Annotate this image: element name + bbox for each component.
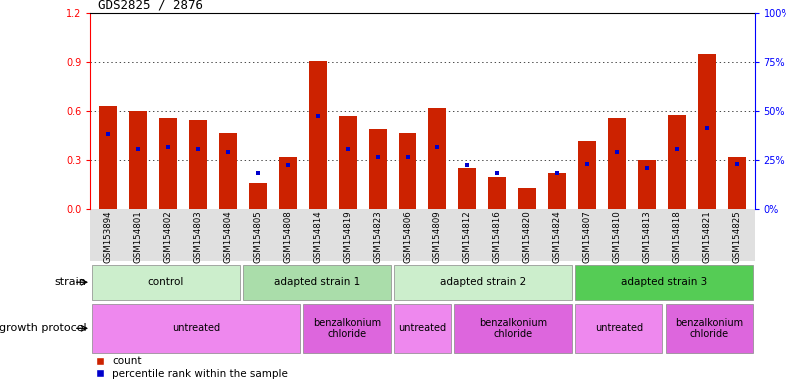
Bar (518, 188, 536, 209)
Text: benzalkonium
chloride: benzalkonium chloride (675, 318, 744, 339)
Bar (129, 111, 147, 209)
Legend: count, percentile rank within the sample: count, percentile rank within the sample (96, 356, 288, 379)
Bar (638, 161, 656, 209)
Bar (428, 108, 446, 209)
Text: untreated: untreated (172, 323, 220, 333)
Bar (394, 265, 572, 300)
Bar (189, 119, 207, 209)
Text: GDS2825 / 2876: GDS2825 / 2876 (98, 0, 204, 12)
Text: untreated: untreated (595, 323, 643, 333)
Bar (488, 177, 506, 209)
Text: adapted strain 3: adapted strain 3 (621, 277, 707, 287)
Text: adapted strain 2: adapted strain 2 (439, 277, 526, 287)
Bar (575, 265, 753, 300)
Bar (160, 118, 177, 209)
Text: benzalkonium
chloride: benzalkonium chloride (479, 318, 547, 339)
Bar (339, 116, 357, 209)
Bar (575, 304, 663, 353)
Bar (309, 61, 327, 209)
Bar (219, 132, 237, 209)
Text: adapted strain 1: adapted strain 1 (274, 277, 360, 287)
Bar (578, 141, 596, 209)
Bar (249, 183, 267, 209)
Bar (728, 157, 746, 209)
Bar (454, 304, 572, 353)
Bar (369, 129, 387, 209)
Bar (608, 118, 626, 209)
Bar (394, 304, 451, 353)
Bar (279, 157, 297, 209)
Text: untreated: untreated (399, 323, 446, 333)
Bar (92, 304, 300, 353)
Text: growth protocol: growth protocol (0, 323, 86, 333)
Bar (458, 169, 476, 209)
Bar (92, 265, 240, 300)
Text: control: control (148, 277, 184, 287)
Bar (668, 115, 685, 209)
Bar (698, 54, 716, 209)
Bar (548, 174, 566, 209)
Bar (399, 132, 417, 209)
Bar (243, 265, 391, 300)
Text: benzalkonium
chloride: benzalkonium chloride (313, 318, 381, 339)
Bar (303, 304, 391, 353)
Bar (666, 304, 753, 353)
Bar (99, 106, 117, 209)
Text: strain: strain (54, 277, 86, 287)
